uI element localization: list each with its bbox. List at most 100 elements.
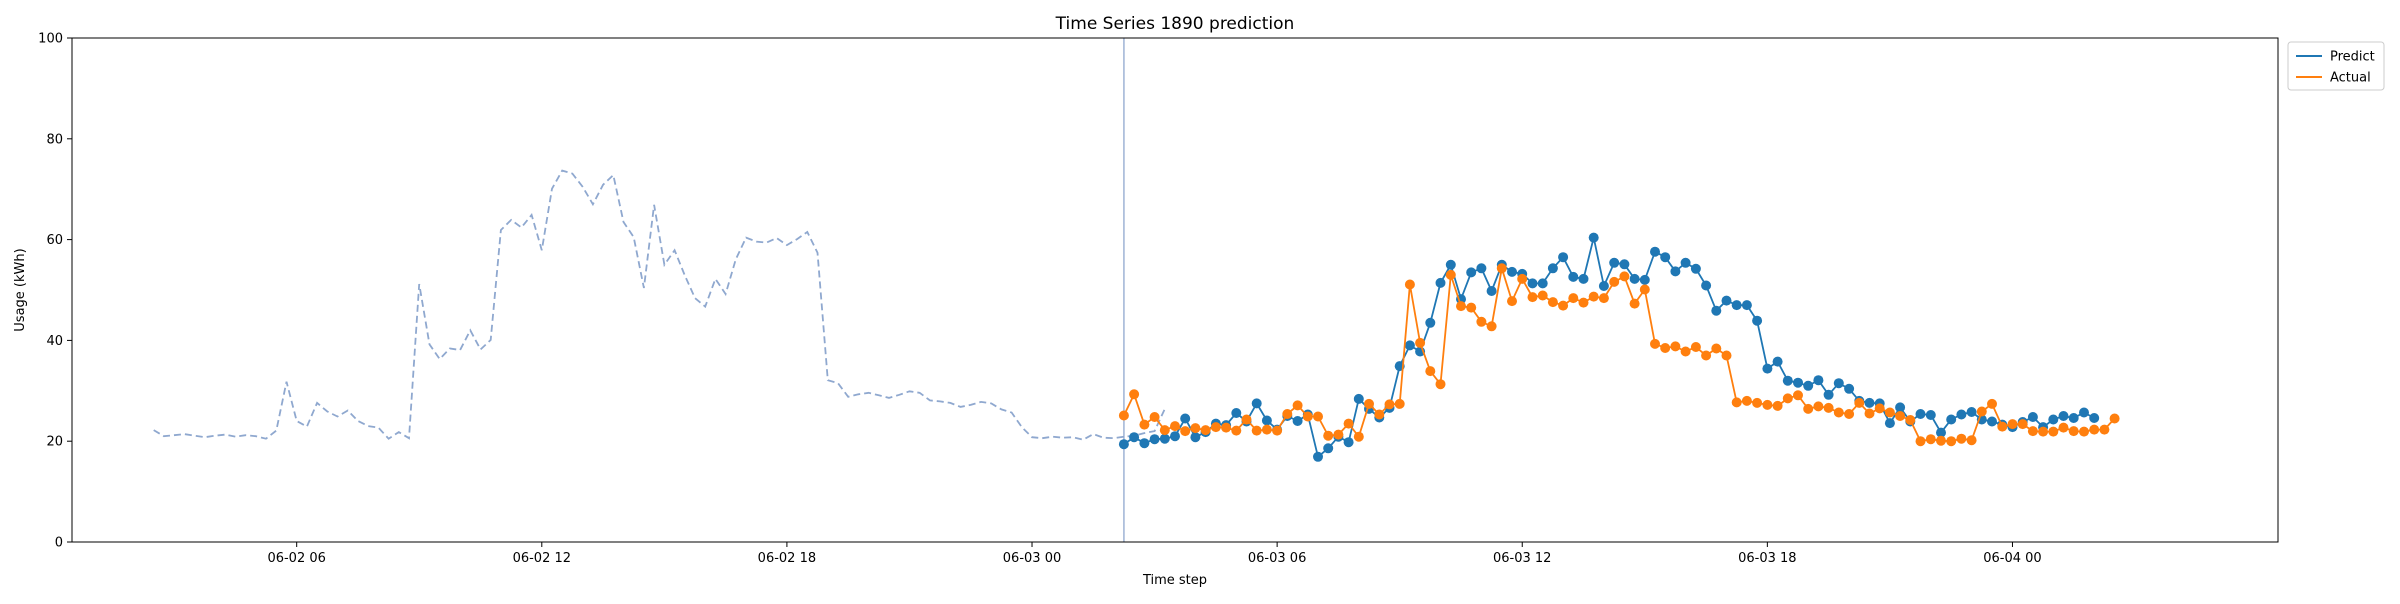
data-point-actual bbox=[1690, 342, 1701, 352]
data-point-predict bbox=[1803, 380, 1814, 391]
data-point-actual bbox=[1364, 398, 1374, 409]
y-tick-label: 20 bbox=[46, 435, 63, 450]
data-point-actual bbox=[1833, 407, 1844, 418]
data-point-actual bbox=[1404, 279, 1415, 290]
data-point-predict bbox=[1527, 278, 1538, 289]
data-point-predict bbox=[1476, 263, 1487, 274]
data-point-predict bbox=[1895, 402, 1906, 413]
data-point-predict bbox=[1721, 295, 1732, 306]
data-point-predict bbox=[1435, 277, 1446, 288]
data-point-actual bbox=[1118, 410, 1129, 421]
data-point-actual bbox=[1639, 284, 1650, 295]
data-point-predict bbox=[1650, 246, 1660, 257]
legend-label-actual: Actual bbox=[2330, 71, 2371, 86]
history-line bbox=[153, 169, 1166, 441]
plot-frame bbox=[71, 37, 2279, 543]
data-point-predict bbox=[1466, 267, 1477, 278]
data-point-actual bbox=[2079, 426, 2089, 437]
x-tick-label: 06-03 18 bbox=[1738, 551, 1796, 566]
data-point-actual bbox=[1782, 393, 1793, 404]
data-point-predict bbox=[1231, 408, 1242, 418]
data-point-actual bbox=[1864, 408, 1875, 419]
data-point-actual bbox=[1793, 390, 1803, 401]
data-point-predict bbox=[1864, 397, 1875, 408]
y-tick-label: 0 bbox=[55, 536, 63, 551]
data-point-predict bbox=[1568, 271, 1579, 282]
data-point-predict bbox=[2058, 411, 2069, 421]
data-point-actual bbox=[1966, 435, 1977, 446]
data-point-predict bbox=[1292, 416, 1303, 426]
data-point-actual bbox=[1425, 366, 1436, 377]
data-point-actual bbox=[1813, 401, 1824, 412]
data-point-actual bbox=[1302, 411, 1313, 422]
data-point-predict bbox=[1353, 393, 1364, 404]
data-point-predict bbox=[2079, 407, 2089, 418]
data-point-predict bbox=[1639, 274, 1650, 285]
data-point-predict bbox=[1956, 409, 1967, 420]
data-point-predict bbox=[1629, 273, 1640, 284]
data-point-actual bbox=[1261, 424, 1272, 435]
data-point-predict bbox=[1558, 252, 1569, 263]
data-point-actual bbox=[1139, 419, 1150, 430]
data-point-predict bbox=[1660, 252, 1671, 263]
data-point-actual bbox=[1537, 290, 1548, 301]
data-point-actual bbox=[1435, 379, 1446, 390]
data-point-predict bbox=[1180, 413, 1191, 424]
data-point-actual bbox=[1823, 402, 1834, 413]
data-point-predict bbox=[1588, 232, 1599, 243]
data-point-actual bbox=[1547, 297, 1558, 308]
x-tick-label: 06-03 12 bbox=[1493, 551, 1551, 566]
data-point-actual bbox=[1946, 436, 1957, 447]
data-point-actual bbox=[2109, 413, 2120, 424]
data-point-predict bbox=[1946, 414, 1957, 425]
data-point-actual bbox=[1159, 425, 1170, 436]
data-point-actual bbox=[1803, 403, 1814, 414]
chart-title: Time Series 1890 prediction bbox=[1055, 14, 1295, 34]
data-point-predict bbox=[1323, 443, 1334, 454]
data-point-actual bbox=[2058, 422, 2069, 433]
data-point-actual bbox=[1762, 399, 1773, 410]
data-point-predict bbox=[1680, 257, 1691, 268]
data-point-actual bbox=[1170, 421, 1180, 432]
data-point-actual bbox=[1711, 343, 1722, 354]
data-point-actual bbox=[1752, 397, 1763, 408]
data-point-actual bbox=[1282, 409, 1293, 419]
data-point-actual bbox=[1292, 400, 1303, 411]
data-point-predict bbox=[1261, 415, 1272, 426]
data-point-predict bbox=[1762, 363, 1773, 374]
data-point-actual bbox=[1854, 397, 1865, 408]
data-point-predict bbox=[1844, 383, 1855, 394]
data-point-actual bbox=[2099, 424, 2110, 435]
data-point-actual bbox=[1445, 269, 1456, 280]
data-point-predict bbox=[1129, 432, 1140, 443]
data-point-actual bbox=[1660, 343, 1671, 353]
data-point-actual bbox=[1884, 407, 1895, 418]
data-point-actual bbox=[1343, 418, 1354, 429]
data-point-actual bbox=[1598, 293, 1609, 304]
data-point-actual bbox=[1221, 422, 1232, 433]
data-point-predict bbox=[1823, 389, 1834, 400]
data-point-predict bbox=[1772, 356, 1783, 367]
data-point-actual bbox=[1629, 298, 1640, 309]
data-point-actual bbox=[1486, 321, 1497, 332]
data-point-actual bbox=[1241, 414, 1252, 425]
data-point-actual bbox=[1507, 296, 1517, 307]
data-point-predict bbox=[1139, 438, 1150, 449]
data-point-actual bbox=[2089, 424, 2100, 435]
data-point-predict bbox=[1118, 439, 1129, 450]
data-point-actual bbox=[1558, 300, 1569, 311]
data-point-predict bbox=[1609, 257, 1620, 268]
data-point-predict bbox=[1884, 418, 1895, 429]
data-point-predict bbox=[1190, 432, 1201, 443]
data-point-predict bbox=[1966, 407, 1977, 417]
data-point-predict bbox=[1782, 375, 1793, 386]
data-point-predict bbox=[1425, 317, 1436, 328]
data-point-predict bbox=[1987, 416, 1997, 427]
data-point-actual bbox=[1517, 273, 1528, 284]
data-point-actual bbox=[1466, 302, 1477, 313]
x-tick-label: 06-03 06 bbox=[1248, 551, 1306, 566]
data-point-actual bbox=[1976, 406, 1987, 417]
legend-label-predict: Predict bbox=[2330, 50, 2375, 65]
